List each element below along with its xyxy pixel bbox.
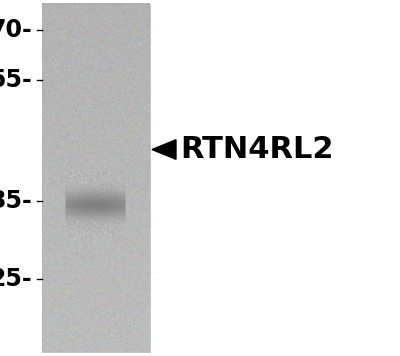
Text: 70-: 70-: [0, 18, 32, 42]
Bar: [42, 4, 150, 352]
Polygon shape: [152, 140, 176, 159]
Text: 55-: 55-: [0, 68, 32, 92]
Text: 35-: 35-: [0, 189, 32, 213]
Text: RTN4RL2: RTN4RL2: [180, 135, 334, 164]
Text: 25-: 25-: [0, 267, 32, 292]
